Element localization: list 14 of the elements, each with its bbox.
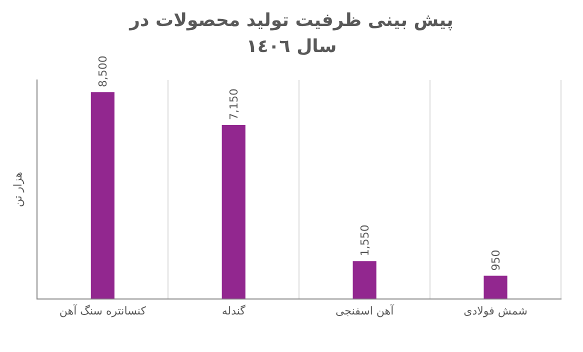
bar	[90, 92, 114, 299]
data-label: 8,500	[96, 56, 110, 88]
x-tick-label: آهن اسفنجی	[335, 303, 395, 318]
bar	[352, 261, 376, 299]
data-label: 1,550	[358, 224, 372, 256]
data-label: 950	[490, 250, 503, 271]
bar	[484, 276, 508, 299]
x-tick-label: کنسانتره سنگ آهن	[59, 303, 147, 318]
chart-title: پیش بینی ظرفیت تولید محصولات در سال ١٤٠٦	[128, 9, 454, 59]
data-label: 7,150	[228, 88, 241, 120]
bar	[222, 124, 246, 299]
y-axis-title: هزار تن	[11, 172, 24, 207]
x-tick-label: گندله	[222, 304, 246, 318]
x-tick-label: شمش فولادی	[464, 304, 528, 318]
